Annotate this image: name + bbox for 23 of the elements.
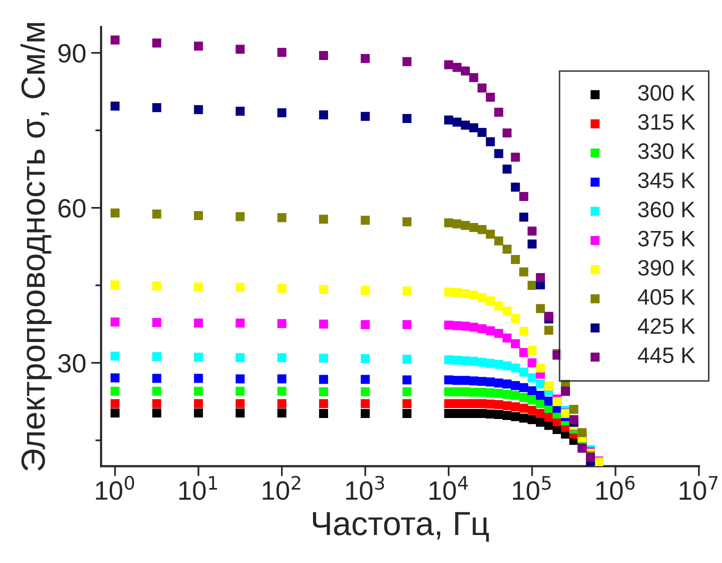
x-tick-label: 10$^{5}$ — [512, 476, 551, 500]
x-tick-label: 10$^{6}$ — [596, 476, 635, 500]
legend-label: 300 K — [638, 84, 696, 101]
x-tick-label: 10$^{2}$ — [262, 476, 300, 500]
x-axis-title: Частота, Гц — [312, 512, 489, 542]
legend-label: 425 K — [638, 318, 696, 334]
x-tick-label: 10$^{7}$ — [680, 476, 718, 500]
legend-label: 345 K — [638, 172, 696, 188]
x-tick-label: 10$^{4}$ — [430, 476, 468, 500]
y-tick-label: 90 — [58, 44, 86, 63]
legend-label: 375 K — [638, 230, 696, 247]
legend-label: 330 K — [638, 143, 696, 160]
x-tick-label: 10$^{3}$ — [346, 476, 384, 500]
legend-label: 405 K — [638, 289, 696, 305]
legend-label: 445 K — [638, 348, 696, 364]
legend-label: 315 K — [638, 114, 696, 130]
x-tick-label: 10$^{0}$ — [96, 476, 134, 500]
y-axis-title: Электропроводность σ, См/м — [20, 23, 52, 471]
legend-label: 360 K — [638, 202, 696, 218]
legend-label: 390 K — [638, 260, 696, 276]
y-tick-label: 30 — [58, 354, 86, 373]
y-tick-label: 60 — [58, 198, 86, 218]
x-tick-label: 10$^{1}$ — [179, 476, 217, 500]
